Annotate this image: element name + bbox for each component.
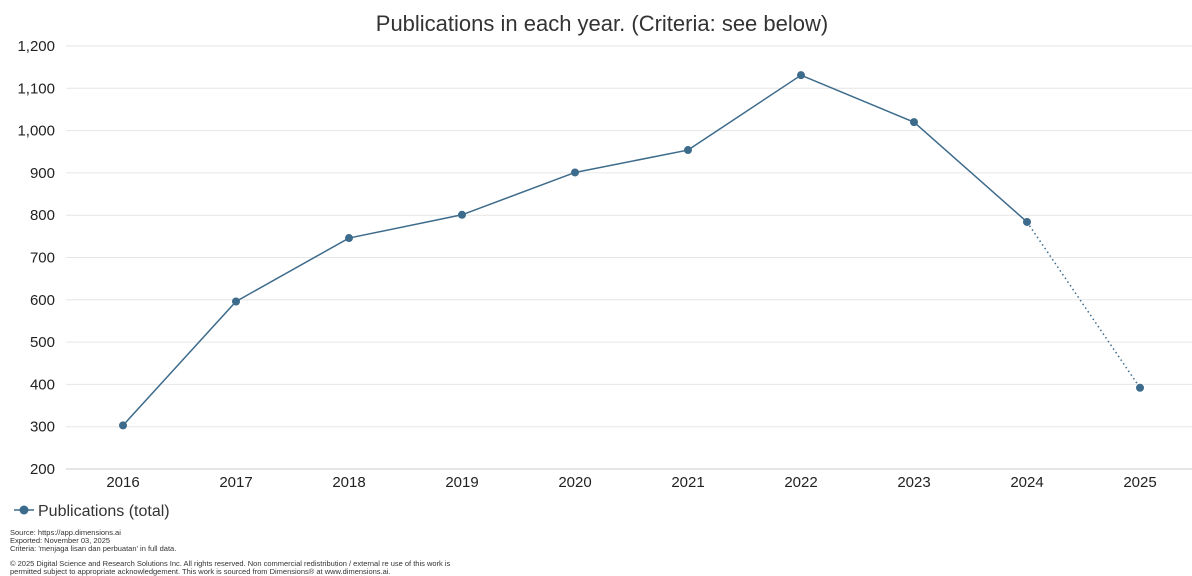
y-tick-label: 1,200: [17, 38, 55, 55]
x-tick-label: 2016: [106, 474, 139, 491]
attribution-line: permitted subject to appropriate acknowl…: [10, 567, 391, 576]
data-point[interactable]: [910, 118, 918, 127]
x-tick-label: 2024: [1010, 474, 1043, 491]
x-tick-label: 2021: [671, 474, 704, 491]
x-tick-label: 2020: [558, 474, 591, 491]
series-points: [119, 71, 1144, 430]
y-tick-label: 1,000: [17, 123, 55, 140]
source-line: Source: https://app.dimensions.ai: [10, 528, 121, 537]
copyright-line: © 2025 Digital Science and Research Solu…: [10, 559, 451, 568]
data-point[interactable]: [119, 421, 127, 430]
series-line-publications: [122, 74, 1028, 426]
x-tick-label: 2025: [1123, 474, 1156, 491]
chart-title: Publications in each year. (Criteria: se…: [376, 11, 828, 36]
data-point[interactable]: [1136, 383, 1144, 392]
y-tick-label: 1,100: [17, 80, 55, 97]
data-point[interactable]: [345, 234, 353, 243]
y-tick-label: 800: [30, 207, 55, 224]
source-notes: Source: https://app.dimensions.ai Export…: [10, 529, 176, 553]
y-tick-label: 600: [30, 292, 55, 309]
data-point[interactable]: [1023, 217, 1031, 226]
data-point[interactable]: [571, 168, 579, 177]
y-tick-label: 500: [30, 334, 55, 351]
x-tick-label: 2019: [445, 474, 478, 491]
data-point[interactable]: [797, 71, 805, 80]
exported-line: Exported: November 03, 2025: [10, 536, 111, 545]
y-tick-label: 900: [30, 165, 55, 182]
copyright-notes: © 2025 Digital Science and Research Solu…: [10, 560, 450, 576]
legend-label-publications[interactable]: Publications (total): [38, 503, 170, 520]
series-line-projected: [1026, 221, 1141, 389]
legend[interactable]: Publications (total): [14, 503, 170, 520]
y-axis-ticks: 200 300 400 500 600 700 800 900 1,000 1,100 1,200: [17, 38, 55, 478]
x-tick-label: 2022: [784, 474, 817, 491]
x-axis-ticks: 2016 2017 2018 2019 2020 2021 2022 2023 2024 2025: [106, 474, 1156, 491]
data-point[interactable]: [458, 210, 466, 219]
criteria-line: Criteria: 'menjaga lisan dan perbuatan' …: [10, 544, 177, 553]
data-point[interactable]: [684, 146, 692, 155]
y-tick-label: 300: [30, 419, 55, 436]
grid-lines: [66, 45, 1192, 428]
y-tick-label: 200: [30, 461, 55, 478]
legend-marker-icon: [19, 505, 29, 515]
y-tick-label: 700: [30, 250, 55, 267]
x-tick-label: 2023: [897, 474, 930, 491]
series-lines: [122, 74, 1141, 426]
y-tick-label: 400: [30, 376, 55, 393]
x-tick-label: 2017: [219, 474, 252, 491]
data-point[interactable]: [232, 297, 240, 306]
x-tick-label: 2018: [332, 474, 365, 491]
